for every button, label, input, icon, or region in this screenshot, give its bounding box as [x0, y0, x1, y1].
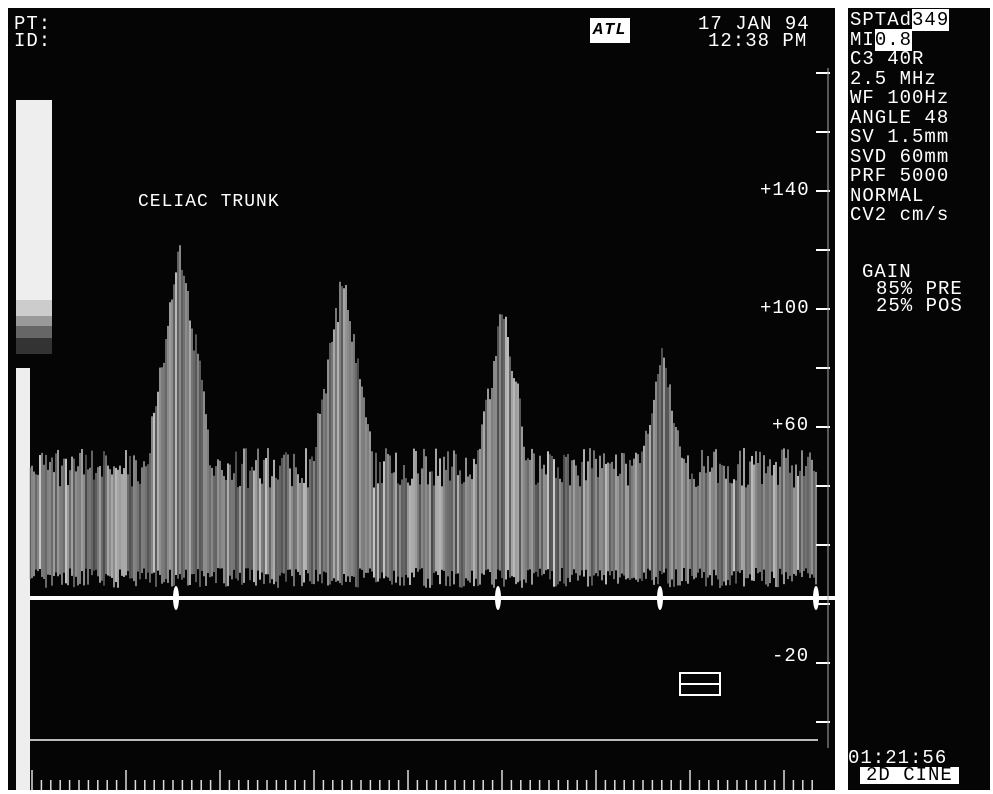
- baseline-marker: [173, 586, 179, 610]
- setting-row: WF 100Hz: [850, 87, 950, 110]
- date: 17 JAN 94: [698, 13, 810, 35]
- baseline-marker: [813, 586, 819, 610]
- setting-text: PRF 5000: [850, 165, 950, 187]
- velocity-label: -20: [772, 645, 810, 667]
- setting-row: SVD 60mm: [850, 145, 950, 169]
- grayscale-bar: [16, 100, 52, 300]
- settings-panel: SPTAd349 MI0.8 C3 40R 2.5 MHz WF 100Hz ANGLE …: [848, 8, 990, 790]
- setting-text: NORMAL: [850, 184, 925, 207]
- doppler-view: PT: ID: ATL 17 JAN 94 12:38 PM CELIAC TR…: [8, 8, 835, 790]
- setting-text: ANGLE 48: [850, 106, 950, 129]
- velocity-label: +100: [760, 297, 810, 319]
- clock: 01:21:56: [848, 747, 948, 769]
- velocity-label: +60: [772, 414, 810, 436]
- logo: ATL: [590, 18, 630, 43]
- setting-text: SVD 60mm: [850, 145, 950, 168]
- id-label: ID:: [14, 30, 52, 52]
- baseline-marker: [495, 586, 501, 610]
- setting-row: PRF 5000: [850, 165, 950, 188]
- gain-line: 25% POS: [876, 295, 963, 317]
- setting-text: 2.5 MHz: [850, 67, 937, 90]
- setting-row: 2.5 MHz: [850, 67, 949, 91]
- setting-label: MI: [850, 28, 875, 51]
- annotation: CELIAC TRUNK: [138, 192, 280, 212]
- time: 12:38 PM: [708, 30, 808, 52]
- settings-list: SPTAd349 MI0.8 C3 40R 2.5 MHz WF 100Hz ANGLE …: [850, 9, 950, 227]
- setting-text: SV 1.5mm: [850, 126, 950, 148]
- grayscale-step: [16, 338, 52, 354]
- setting-row: MI0.8: [850, 28, 949, 52]
- gain-block: GAIN 85% PRE 25% POS: [862, 261, 963, 317]
- setting-text: WF 100Hz: [850, 87, 950, 109]
- gain-line: 85% PRE: [876, 278, 963, 300]
- setting-row: C3 40R: [850, 48, 949, 71]
- setting-row: NORMAL: [850, 184, 949, 208]
- baseline-marker: [657, 586, 663, 610]
- setting-text: CV2 cm/s: [850, 204, 950, 226]
- setting-value: 0.8: [874, 28, 913, 51]
- mode: 2D CINE: [860, 766, 959, 785]
- left-strip: [16, 368, 30, 790]
- setting-row: SPTAd349: [850, 9, 950, 32]
- setting-text: C3 40R: [850, 48, 925, 70]
- velocity-label: +140: [760, 179, 810, 201]
- setting-row: ANGLE 48: [850, 106, 950, 130]
- patient-label: PT:: [14, 13, 52, 35]
- setting-row: SV 1.5mm: [850, 126, 950, 149]
- grayscale-step: [16, 300, 52, 316]
- gain-title: GAIN: [862, 261, 912, 283]
- spectrum-graphics: [16, 68, 835, 790]
- setting-row: CV2 cm/s: [850, 204, 950, 227]
- setting-label: SPTAd: [850, 9, 913, 31]
- setting-value: 349: [912, 9, 950, 31]
